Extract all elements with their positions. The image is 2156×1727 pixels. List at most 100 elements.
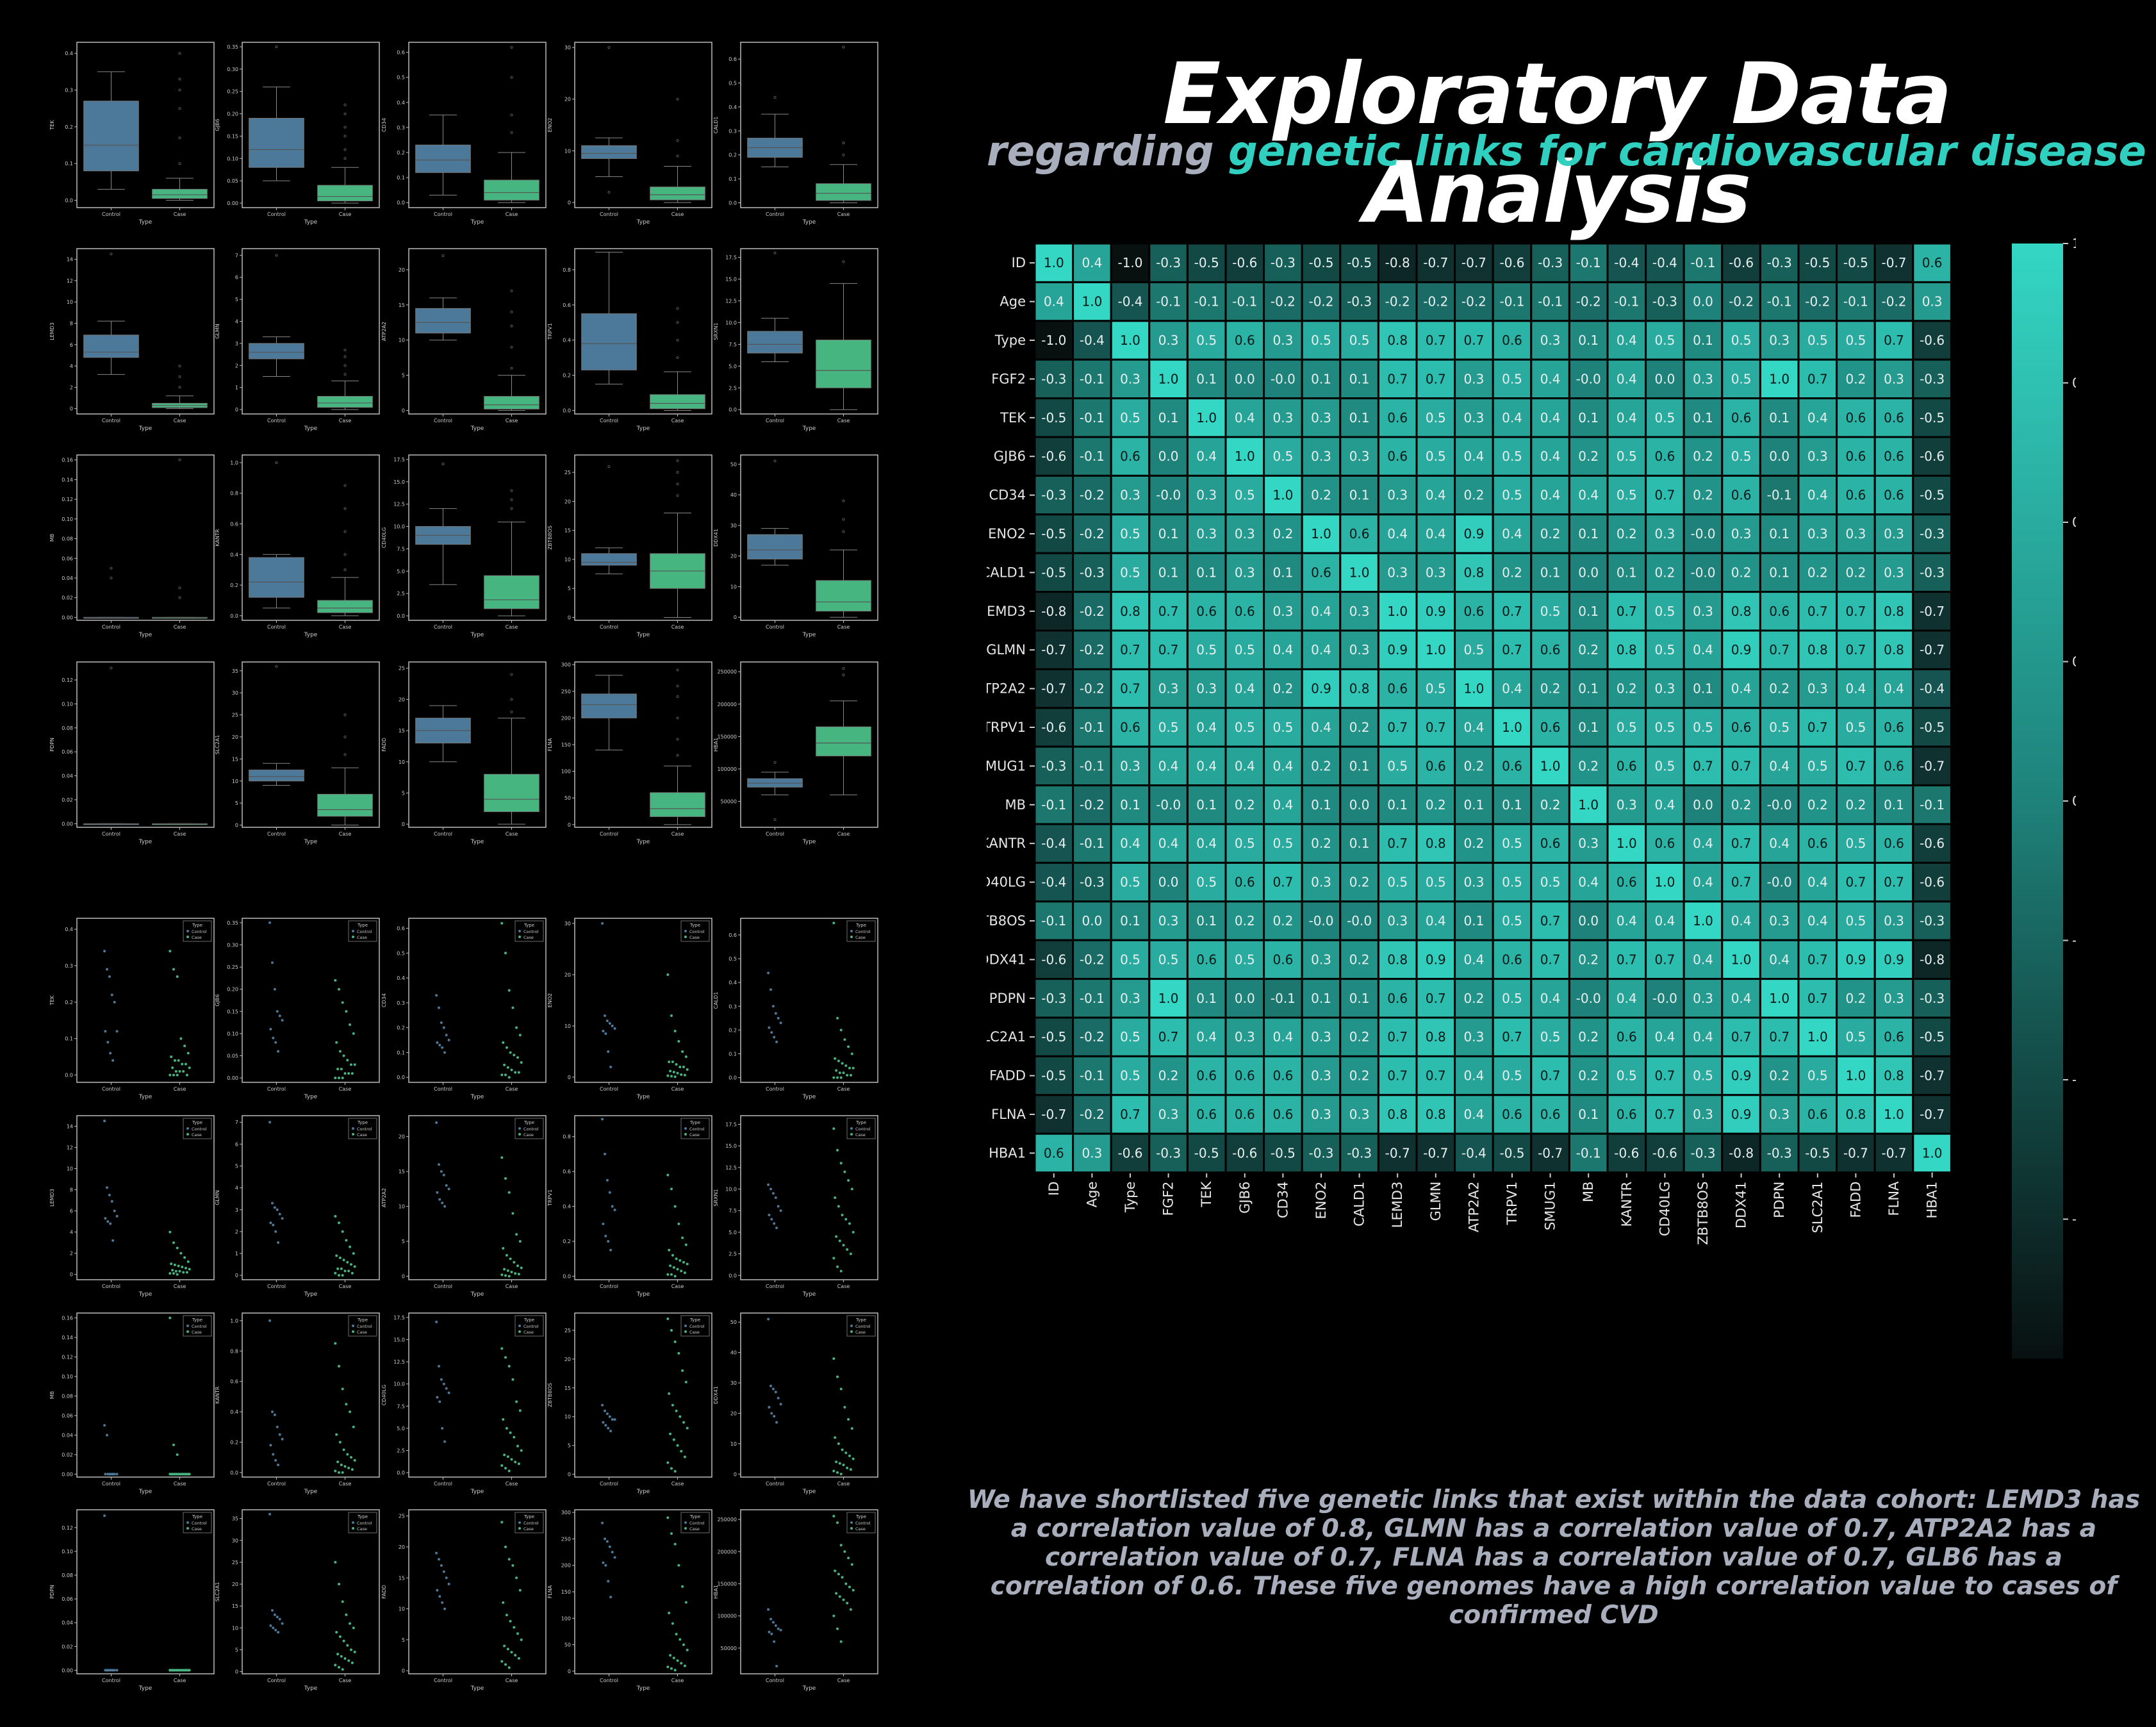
heatmap-col-label: GLMN xyxy=(1428,1182,1444,1221)
heatmap-value: 0.6 xyxy=(1884,720,1904,735)
scatter-point-case xyxy=(675,1257,678,1260)
heatmap-cell xyxy=(1492,552,1533,593)
heatmap-value: -0.5 xyxy=(1499,1145,1524,1161)
heatmap-value: -0.6 xyxy=(1041,952,1066,967)
heatmap-value: 0.2 xyxy=(1463,488,1484,503)
scatter-point-control xyxy=(103,1120,106,1123)
scatter-point-control xyxy=(605,1540,609,1543)
heatmap-value: 0.4 xyxy=(1272,758,1293,773)
scatter-point-case xyxy=(514,1071,517,1074)
box-outlier xyxy=(510,710,513,713)
heatmap-value: 0.4 xyxy=(1693,1029,1713,1045)
heatmap-value: 0.3 xyxy=(1349,1107,1370,1122)
panel-ytick-label: 0 xyxy=(568,200,571,206)
heatmap-value: 0.4 xyxy=(1158,758,1179,773)
heatmap-row-label: FGF2 xyxy=(991,371,1026,386)
heatmap-value: 0.3 xyxy=(1196,488,1217,503)
heatmap-value: -0.1 xyxy=(1538,294,1563,310)
heatmap-cell xyxy=(1454,1132,1494,1174)
heatmap-value: 0.8 xyxy=(1884,604,1904,619)
scatter-point-case xyxy=(666,1461,670,1464)
heatmap-value: -0.3 xyxy=(1538,255,1563,270)
heatmap-cell xyxy=(1454,552,1494,593)
box-outlier xyxy=(343,364,347,367)
scatter-point-control xyxy=(775,1040,778,1043)
heatmap-value: 0.4 xyxy=(1769,758,1790,773)
box-case xyxy=(650,394,705,409)
heatmap-value: 0.2 xyxy=(1158,1068,1179,1084)
heatmap-value: -0.3 xyxy=(1652,294,1677,310)
scatter-point-case xyxy=(502,1246,505,1250)
box-outlier xyxy=(343,349,347,352)
heatmap-value: -0.6 xyxy=(1729,255,1754,270)
heatmap-value: 0.6 xyxy=(1807,836,1828,851)
heatmap-value: 0.4 xyxy=(1693,642,1713,657)
scatter-point-case xyxy=(515,1576,518,1580)
panel-frame xyxy=(242,918,380,1083)
heatmap-value: 0.5 xyxy=(1731,333,1752,348)
scatter-point-case xyxy=(341,1230,344,1233)
legend-swatch xyxy=(684,936,687,938)
panel-ytick-label: 0 xyxy=(70,1272,73,1278)
heatmap-cell xyxy=(1836,784,1876,825)
scatter-point-case xyxy=(182,1070,185,1073)
heatmap-value: 0.3 xyxy=(1617,797,1637,813)
scatter-point-case xyxy=(341,1077,344,1080)
box-outlier xyxy=(676,483,679,486)
scatter-point-case xyxy=(683,1271,686,1275)
heatmap-value: -0.5 xyxy=(1041,1029,1066,1045)
panel-ytick-label: 15.0 xyxy=(725,277,737,283)
heatmap-value: -0.3 xyxy=(1920,371,1945,386)
panel-ytick-label: 0 xyxy=(235,823,238,829)
panel-ytick-label: 300 xyxy=(561,1510,571,1516)
heatmap-value: 0.3 xyxy=(1884,526,1904,541)
heatmap-value: 0.4 xyxy=(1540,488,1561,503)
panel-xlabel: Type xyxy=(470,1489,484,1495)
heatmap-cell xyxy=(1759,397,1800,438)
heatmap-cell xyxy=(1721,397,1761,438)
scatter-point-case xyxy=(682,1643,685,1646)
panel-frame xyxy=(408,661,547,828)
heatmap-row-label: PDPN xyxy=(989,991,1026,1006)
scatter-point-control xyxy=(445,1576,448,1580)
scatter-point-control xyxy=(777,1016,780,1020)
panel-ytick-label: 0.30 xyxy=(227,943,238,948)
box-outlier xyxy=(842,673,845,677)
heatmap-value: 0.2 xyxy=(1540,797,1561,813)
scatter-point-case xyxy=(680,1073,683,1076)
heatmap-value: 0.6 xyxy=(1235,604,1255,619)
scatter-point-control xyxy=(767,1183,770,1186)
scatter-point-control xyxy=(774,1391,777,1394)
heatmap-value: 0.4 xyxy=(1731,913,1752,929)
scatter-point-case xyxy=(342,1639,345,1642)
legend-entry: Control xyxy=(192,1127,207,1132)
panel-ytick-label: 0.06 xyxy=(62,1413,73,1419)
heatmap-value: 0.6 xyxy=(1044,1145,1064,1161)
heatmap-value: -0.0 xyxy=(1271,371,1296,386)
scatter-point-control xyxy=(438,1400,441,1403)
heatmap-value: 0.1 xyxy=(1769,565,1790,580)
box-outlier xyxy=(676,716,679,720)
heatmap-cell xyxy=(1492,436,1533,477)
heatmap-value: 0.1 xyxy=(1463,797,1484,813)
scatter-point-control xyxy=(106,1220,110,1223)
scatter-point-case xyxy=(846,1073,849,1077)
heatmap-cell xyxy=(1912,242,1952,283)
scatter-point-control xyxy=(775,1227,778,1230)
scatter-point-control xyxy=(770,1031,773,1034)
panel-xlabel: Type xyxy=(304,1685,318,1692)
panel-ytick-label: 0.2 xyxy=(65,124,73,130)
scatter-point-control xyxy=(605,1020,609,1022)
heatmap-value: 0.3 xyxy=(1884,371,1904,386)
heatmap-cell xyxy=(1148,591,1189,632)
heatmap-cell xyxy=(1454,242,1494,283)
heatmap-cell xyxy=(1301,513,1342,554)
panel-ytick-label: 0.0 xyxy=(728,1273,737,1278)
heatmap-value: -0.1 xyxy=(1194,294,1219,310)
heatmap-cell xyxy=(1492,591,1533,632)
heatmap-cell xyxy=(1072,823,1112,864)
heatmap-cell xyxy=(1606,1132,1647,1174)
